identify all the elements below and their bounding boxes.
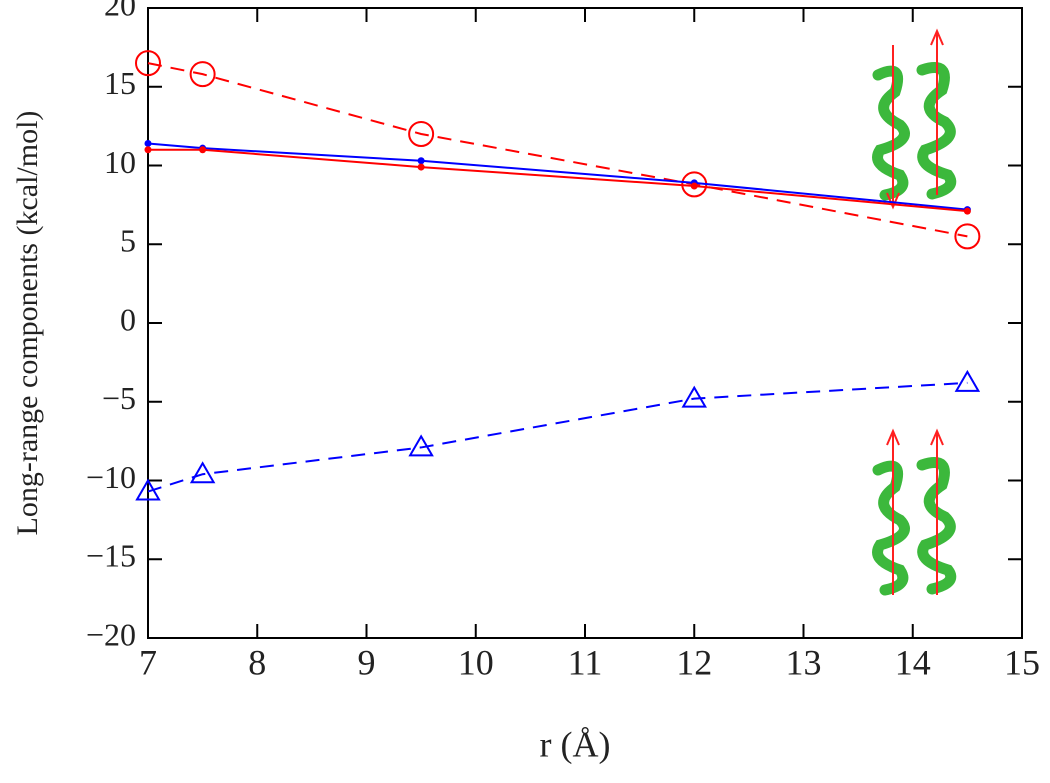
marker	[417, 157, 425, 165]
marker	[690, 182, 698, 190]
marker	[963, 207, 971, 215]
x-tick-label: 15	[1004, 642, 1040, 682]
marker	[408, 434, 434, 457]
marker	[417, 163, 425, 171]
y-tick-label: 5	[120, 223, 136, 259]
marker	[681, 385, 707, 408]
marker	[144, 146, 152, 154]
marker	[408, 121, 435, 147]
marker	[189, 461, 216, 484]
x-axis-label: r (Å)	[540, 724, 611, 764]
marker	[199, 146, 207, 154]
x-tick-label: 9	[358, 642, 376, 682]
marker	[189, 61, 216, 88]
y-tick-label: −20	[86, 616, 136, 652]
x-tick-label: 11	[568, 642, 603, 682]
marker	[954, 369, 981, 392]
x-tick-label: 14	[895, 642, 931, 682]
x-tick-label: 13	[786, 642, 822, 682]
helix-pair-antiparallel	[872, 28, 957, 210]
series-line	[147, 62, 968, 238]
marker	[144, 139, 152, 147]
series-line	[147, 381, 968, 493]
y-tick-label: 20	[104, 0, 136, 22]
x-tick-label: 10	[458, 642, 494, 682]
helix-pair-parallel	[872, 428, 957, 596]
marker	[135, 50, 161, 77]
y-tick-label: −10	[86, 459, 136, 495]
x-tick-label: 12	[676, 642, 712, 682]
x-tick-label: 8	[248, 642, 266, 682]
y-tick-label: 10	[104, 144, 136, 180]
marker	[954, 223, 981, 250]
x-tick-label: 7	[139, 642, 157, 682]
y-axis-label: Long-range components (kcal/mol)	[11, 111, 44, 536]
y-tick-label: 0	[120, 301, 136, 337]
y-tick-label: −5	[102, 380, 136, 416]
y-tick-label: −15	[86, 538, 136, 574]
y-tick-label: 15	[104, 65, 136, 101]
marker	[135, 478, 161, 501]
